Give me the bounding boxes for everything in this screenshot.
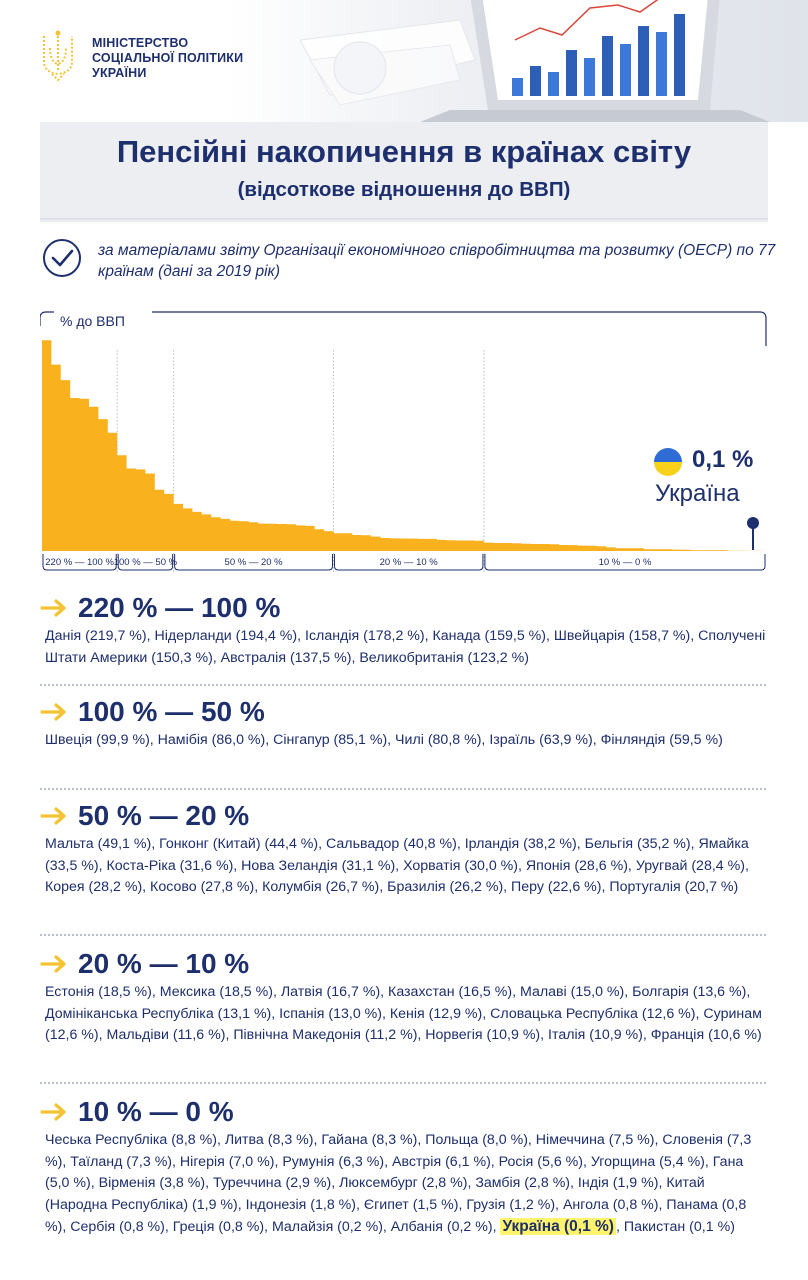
band-bracket — [117, 554, 174, 571]
range-countries: Чеська Республіка (8,8 %), Литва (8,3 %)… — [40, 1130, 770, 1239]
range-heading: 100 % — 50 % — [78, 696, 265, 727]
range-countries-text: Чеська Республіка (8,8 %), Литва (8,3 %)… — [45, 1132, 752, 1235]
band-label: 50 % — 20 % — [225, 557, 284, 568]
ministry-line-2: СОЦІАЛЬНОЇ ПОЛІТИКИ — [92, 51, 244, 65]
divider — [40, 934, 766, 936]
header: МІНІСТЕРСТВО СОЦІАЛЬНОЇ ПОЛІТИКИ УКРАЇНИ — [0, 0, 808, 122]
ministry-line-3: УКРАЇНИ — [92, 66, 147, 80]
ministry-line-1: МІНІСТЕРСТВО — [92, 36, 189, 50]
range-section: 20 % — 10 % Естонія (18,5 %), Мексика (1… — [40, 946, 770, 1047]
arrow-right-icon — [40, 703, 66, 721]
range-countries: Естонія (18,5 %), Мексика (18,5 %), Латв… — [45, 984, 762, 1043]
band-label: 20 % — 10 % — [380, 557, 439, 568]
source-note: за матеріалами звіту Організації економі… — [98, 242, 776, 280]
laptop-bar — [530, 66, 541, 96]
arrow-right-icon — [40, 955, 66, 973]
range-section: 220 % — 100 % Данія (219,7 %), Нідерланд… — [40, 590, 770, 669]
laptop-bar — [656, 32, 667, 96]
title-band — [40, 122, 768, 224]
divider — [40, 684, 766, 686]
band-label: 10 % — 0 % — [599, 557, 652, 568]
chart-area-series — [42, 340, 766, 551]
band-bracket — [484, 554, 766, 571]
arrow-right-icon — [40, 1103, 66, 1121]
check-circle-icon — [43, 239, 81, 277]
band-bracket — [174, 554, 333, 571]
ukraine-flag-icon — [654, 448, 682, 476]
range-countries: Швеція (99,9 %), Намібія (86,0 %), Сінга… — [45, 732, 723, 748]
range-countries: Мальта (49,1 %), Гонконг (Китай) (44,4 %… — [45, 836, 749, 895]
page-subtitle: (відсоткове відношення до ВВП) — [237, 178, 571, 201]
laptop-bar — [584, 58, 595, 96]
band-label: 220 % — 100 % — [45, 557, 114, 568]
divider — [40, 788, 766, 790]
divider — [40, 1082, 766, 1084]
chart-y-label: % до ВВП — [60, 313, 125, 329]
ministry-name: МІНІСТЕРСТВО СОЦІАЛЬНОЇ ПОЛІТИКИ УКРАЇНИ — [92, 36, 243, 81]
ukraine-highlight: Україна (0,1 %) — [500, 1218, 616, 1235]
laptop-bar — [638, 26, 649, 96]
range-section: 50 % — 20 % Мальта (49,1 %), Гонконг (Ки… — [40, 798, 770, 899]
laptop-bar — [548, 72, 559, 96]
laptop-bar — [512, 78, 523, 96]
page-title: Пенсійні накопичення в країнах світу — [116, 134, 692, 169]
laptop-bar — [566, 50, 577, 96]
laptop-bar — [620, 44, 631, 96]
band-bracket — [333, 554, 484, 571]
range-section: 100 % — 50 % Швеція (99,9 %), Намібія (8… — [40, 694, 770, 752]
range-heading: 10 % — 0 % — [78, 1096, 234, 1127]
band-bracket — [42, 554, 117, 571]
band-label: 100 % — 50 % — [114, 557, 178, 568]
range-heading: 220 % — 100 % — [78, 592, 281, 623]
arrow-right-icon — [40, 599, 66, 617]
pension-chart: % до ВВП 220 % — 100 % 100 % — 50 % 50 % —… — [40, 311, 767, 572]
range-countries-text: , Пакистан (0,1 %) — [615, 1219, 735, 1235]
trident-emblem-icon — [43, 30, 73, 82]
arrow-right-icon — [40, 807, 66, 825]
range-section: 10 % — 0 % Чеська Республіка (8,8 %), Ли… — [40, 1094, 770, 1239]
map-pin-icon — [747, 517, 759, 550]
range-countries: Данія (219,7 %), Нідерланди (194,4 %), І… — [45, 628, 766, 666]
laptop-bar — [674, 14, 685, 96]
ukraine-label: Україна — [655, 480, 740, 507]
laptop-chart-illustration — [300, 0, 770, 122]
range-heading: 20 % — 10 % — [78, 948, 250, 979]
laptop-bar — [602, 36, 613, 96]
ukraine-value: 0,1 % — [692, 446, 754, 473]
range-heading: 50 % — 20 % — [78, 800, 250, 831]
